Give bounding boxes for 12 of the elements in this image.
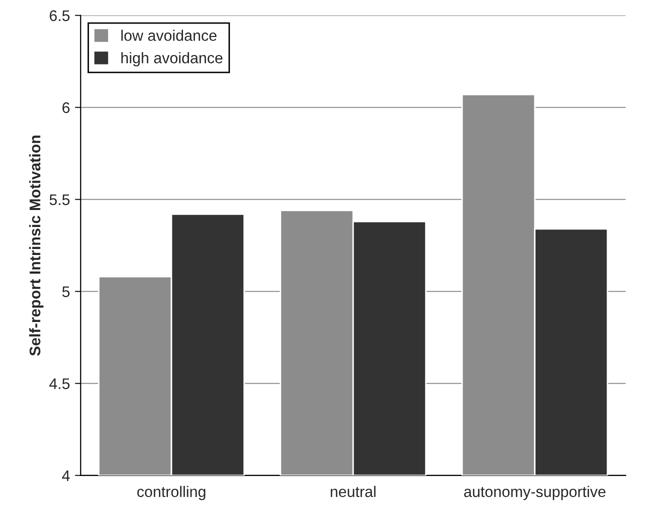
x-tick-label: neutral — [330, 486, 376, 498]
y-axis-title: Self-report Intrinsic Motivation — [29, 136, 44, 356]
y-tick-label: 6 — [62, 102, 70, 114]
y-tick-label: 4.5 — [49, 378, 70, 390]
y-tick-label: 5 — [62, 286, 70, 298]
legend-label: high avoidance — [121, 52, 222, 66]
y-tick-label: 6.5 — [50, 10, 70, 22]
y-tick-label: 4 — [62, 470, 70, 481]
x-tick-label: controlling — [137, 486, 206, 500]
y-tick-label: 5.5 — [50, 194, 70, 206]
x-tick-label: autonomy-supportive — [464, 486, 606, 500]
legend-label: low avoidance — [121, 30, 216, 41]
